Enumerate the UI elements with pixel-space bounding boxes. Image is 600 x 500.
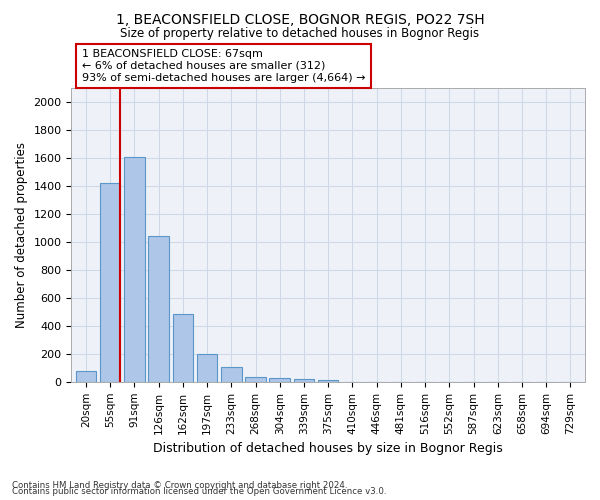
Text: Size of property relative to detached houses in Bognor Regis: Size of property relative to detached ho… — [121, 28, 479, 40]
Y-axis label: Number of detached properties: Number of detached properties — [15, 142, 28, 328]
Text: 1 BEACONSFIELD CLOSE: 67sqm
← 6% of detached houses are smaller (312)
93% of sem: 1 BEACONSFIELD CLOSE: 67sqm ← 6% of deta… — [82, 50, 365, 82]
Bar — [221, 367, 242, 382]
Bar — [197, 354, 217, 382]
Bar — [269, 378, 290, 382]
Bar — [100, 184, 121, 382]
Bar — [173, 314, 193, 382]
Text: Contains HM Land Registry data © Crown copyright and database right 2024.: Contains HM Land Registry data © Crown c… — [12, 481, 347, 490]
Bar — [293, 380, 314, 382]
Bar — [318, 380, 338, 382]
Bar — [245, 376, 266, 382]
Bar — [124, 157, 145, 382]
Text: Contains public sector information licensed under the Open Government Licence v3: Contains public sector information licen… — [12, 487, 386, 496]
Bar — [76, 370, 96, 382]
Text: 1, BEACONSFIELD CLOSE, BOGNOR REGIS, PO22 7SH: 1, BEACONSFIELD CLOSE, BOGNOR REGIS, PO2… — [116, 12, 484, 26]
X-axis label: Distribution of detached houses by size in Bognor Regis: Distribution of detached houses by size … — [154, 442, 503, 455]
Bar — [148, 236, 169, 382]
